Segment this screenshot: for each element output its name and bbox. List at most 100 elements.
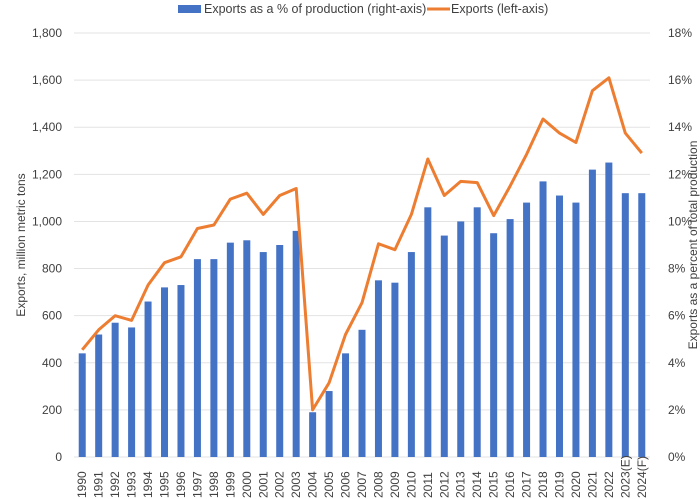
x-tick-label: 2004 (306, 471, 320, 498)
x-tick-label: 2013 (454, 471, 468, 498)
x-tick-label: 2011 (421, 472, 435, 498)
bar (523, 202, 531, 457)
bar (638, 193, 646, 457)
bar (78, 353, 86, 457)
x-tick-label: 1994 (141, 471, 155, 498)
x-tick-label: 2022 (602, 471, 616, 498)
x-tick-label: 2010 (404, 471, 418, 498)
bar (572, 202, 580, 457)
bar (457, 221, 465, 457)
left-tick-label: 1,200 (32, 167, 62, 181)
left-tick-label: 0 (55, 450, 62, 464)
bar (210, 259, 218, 457)
bar (325, 391, 333, 457)
right-tick-label: 14% (668, 120, 692, 134)
bar (292, 230, 300, 457)
x-tick-label: 2015 (487, 471, 501, 498)
x-tick-label: 2008 (371, 471, 385, 498)
x-tick-label: 2006 (339, 471, 353, 498)
x-tick-label: 2018 (536, 471, 550, 498)
bar (588, 169, 596, 457)
left-tick-label: 800 (42, 262, 62, 276)
x-tick-label: 2007 (355, 471, 369, 498)
x-tick-label: 2019 (552, 471, 566, 498)
bar (473, 207, 481, 457)
right-tick-label: 2% (668, 403, 686, 417)
x-tick-label: 2021 (585, 471, 599, 498)
x-tick-label: 1992 (108, 471, 122, 498)
bar (177, 285, 185, 457)
x-tick-label: 1991 (92, 471, 106, 498)
left-tick-label: 200 (42, 403, 62, 417)
bar (407, 252, 415, 457)
bar (243, 240, 251, 457)
left-axis-ticks: 0 200 400 600 800 1,000 1,200 1,400 1,600 1,800 (32, 26, 62, 464)
bar (276, 245, 284, 457)
x-tick-label: 2016 (503, 471, 517, 498)
left-tick-label: 1,800 (32, 26, 62, 40)
x-tick-label: 2001 (256, 471, 270, 498)
x-tick-label: 2017 (520, 471, 534, 498)
bar-series (78, 162, 646, 458)
legend-label-line: Exports (left-axis) (451, 2, 548, 16)
x-tick-label: 2003 (289, 471, 303, 498)
bar (358, 329, 366, 457)
x-tick-label: 1990 (75, 471, 89, 498)
right-axis-ticks: 0% 2% 4% 6% 8% 10% 12% 14% 16% 18% (668, 26, 692, 464)
x-axis-ticks: 1990 1991 1992 1993 1994 1995 1996 1997 1998 1999… (75, 455, 649, 498)
x-tick-label: 2023(E) (618, 455, 632, 498)
bar (193, 259, 201, 457)
right-tick-label: 16% (668, 73, 692, 87)
left-tick-label: 1,000 (32, 214, 62, 228)
x-tick-label: 2012 (437, 471, 451, 498)
right-tick-label: 8% (668, 262, 686, 276)
x-tick-label: 1997 (190, 471, 204, 498)
x-tick-label: 2009 (388, 471, 402, 498)
bar (391, 282, 399, 457)
bar (506, 219, 514, 457)
bar (128, 327, 136, 457)
gridlines (74, 32, 650, 458)
left-tick-label: 400 (42, 356, 62, 370)
right-tick-label: 0% (668, 450, 686, 464)
x-tick-label: 2002 (273, 471, 287, 498)
x-tick-label: 2005 (322, 471, 336, 498)
right-tick-label: 18% (668, 26, 692, 40)
bar (161, 287, 169, 457)
bar (605, 162, 613, 458)
left-tick-label: 1,600 (32, 73, 62, 87)
legend-label-bars: Exports as a % of production (right-axis… (204, 2, 426, 16)
right-tick-label: 4% (668, 356, 686, 370)
right-tick-label: 12% (668, 167, 692, 181)
x-tick-label: 2000 (240, 471, 254, 498)
bar (621, 193, 629, 457)
bar (95, 334, 103, 457)
bar (424, 207, 432, 457)
bar (440, 235, 448, 457)
legend-swatch-bars (178, 5, 201, 13)
bar (555, 195, 563, 458)
x-tick-label: 1993 (125, 471, 139, 498)
left-tick-label: 1,400 (32, 120, 62, 134)
bar (226, 242, 234, 457)
left-tick-label: 600 (42, 309, 62, 323)
x-tick-label: 2020 (569, 471, 583, 498)
bar (490, 233, 498, 457)
bar (342, 353, 350, 457)
bar (111, 322, 119, 457)
x-tick-label: 1999 (223, 471, 237, 498)
x-tick-label: 1996 (174, 471, 188, 498)
right-tick-label: 6% (668, 309, 686, 323)
x-tick-label: 2014 (470, 471, 484, 498)
bar (144, 301, 152, 457)
bar (374, 280, 382, 457)
x-tick-label: 2024(F) (635, 456, 649, 498)
line-series (81, 76, 643, 412)
bar (309, 412, 317, 457)
bar (539, 181, 547, 457)
x-tick-label: 1995 (158, 471, 172, 498)
left-axis-title: Exports, million metric tons (14, 173, 28, 316)
right-tick-label: 10% (668, 214, 692, 228)
right-axis-title: Exports as a percent of total production (686, 141, 700, 350)
